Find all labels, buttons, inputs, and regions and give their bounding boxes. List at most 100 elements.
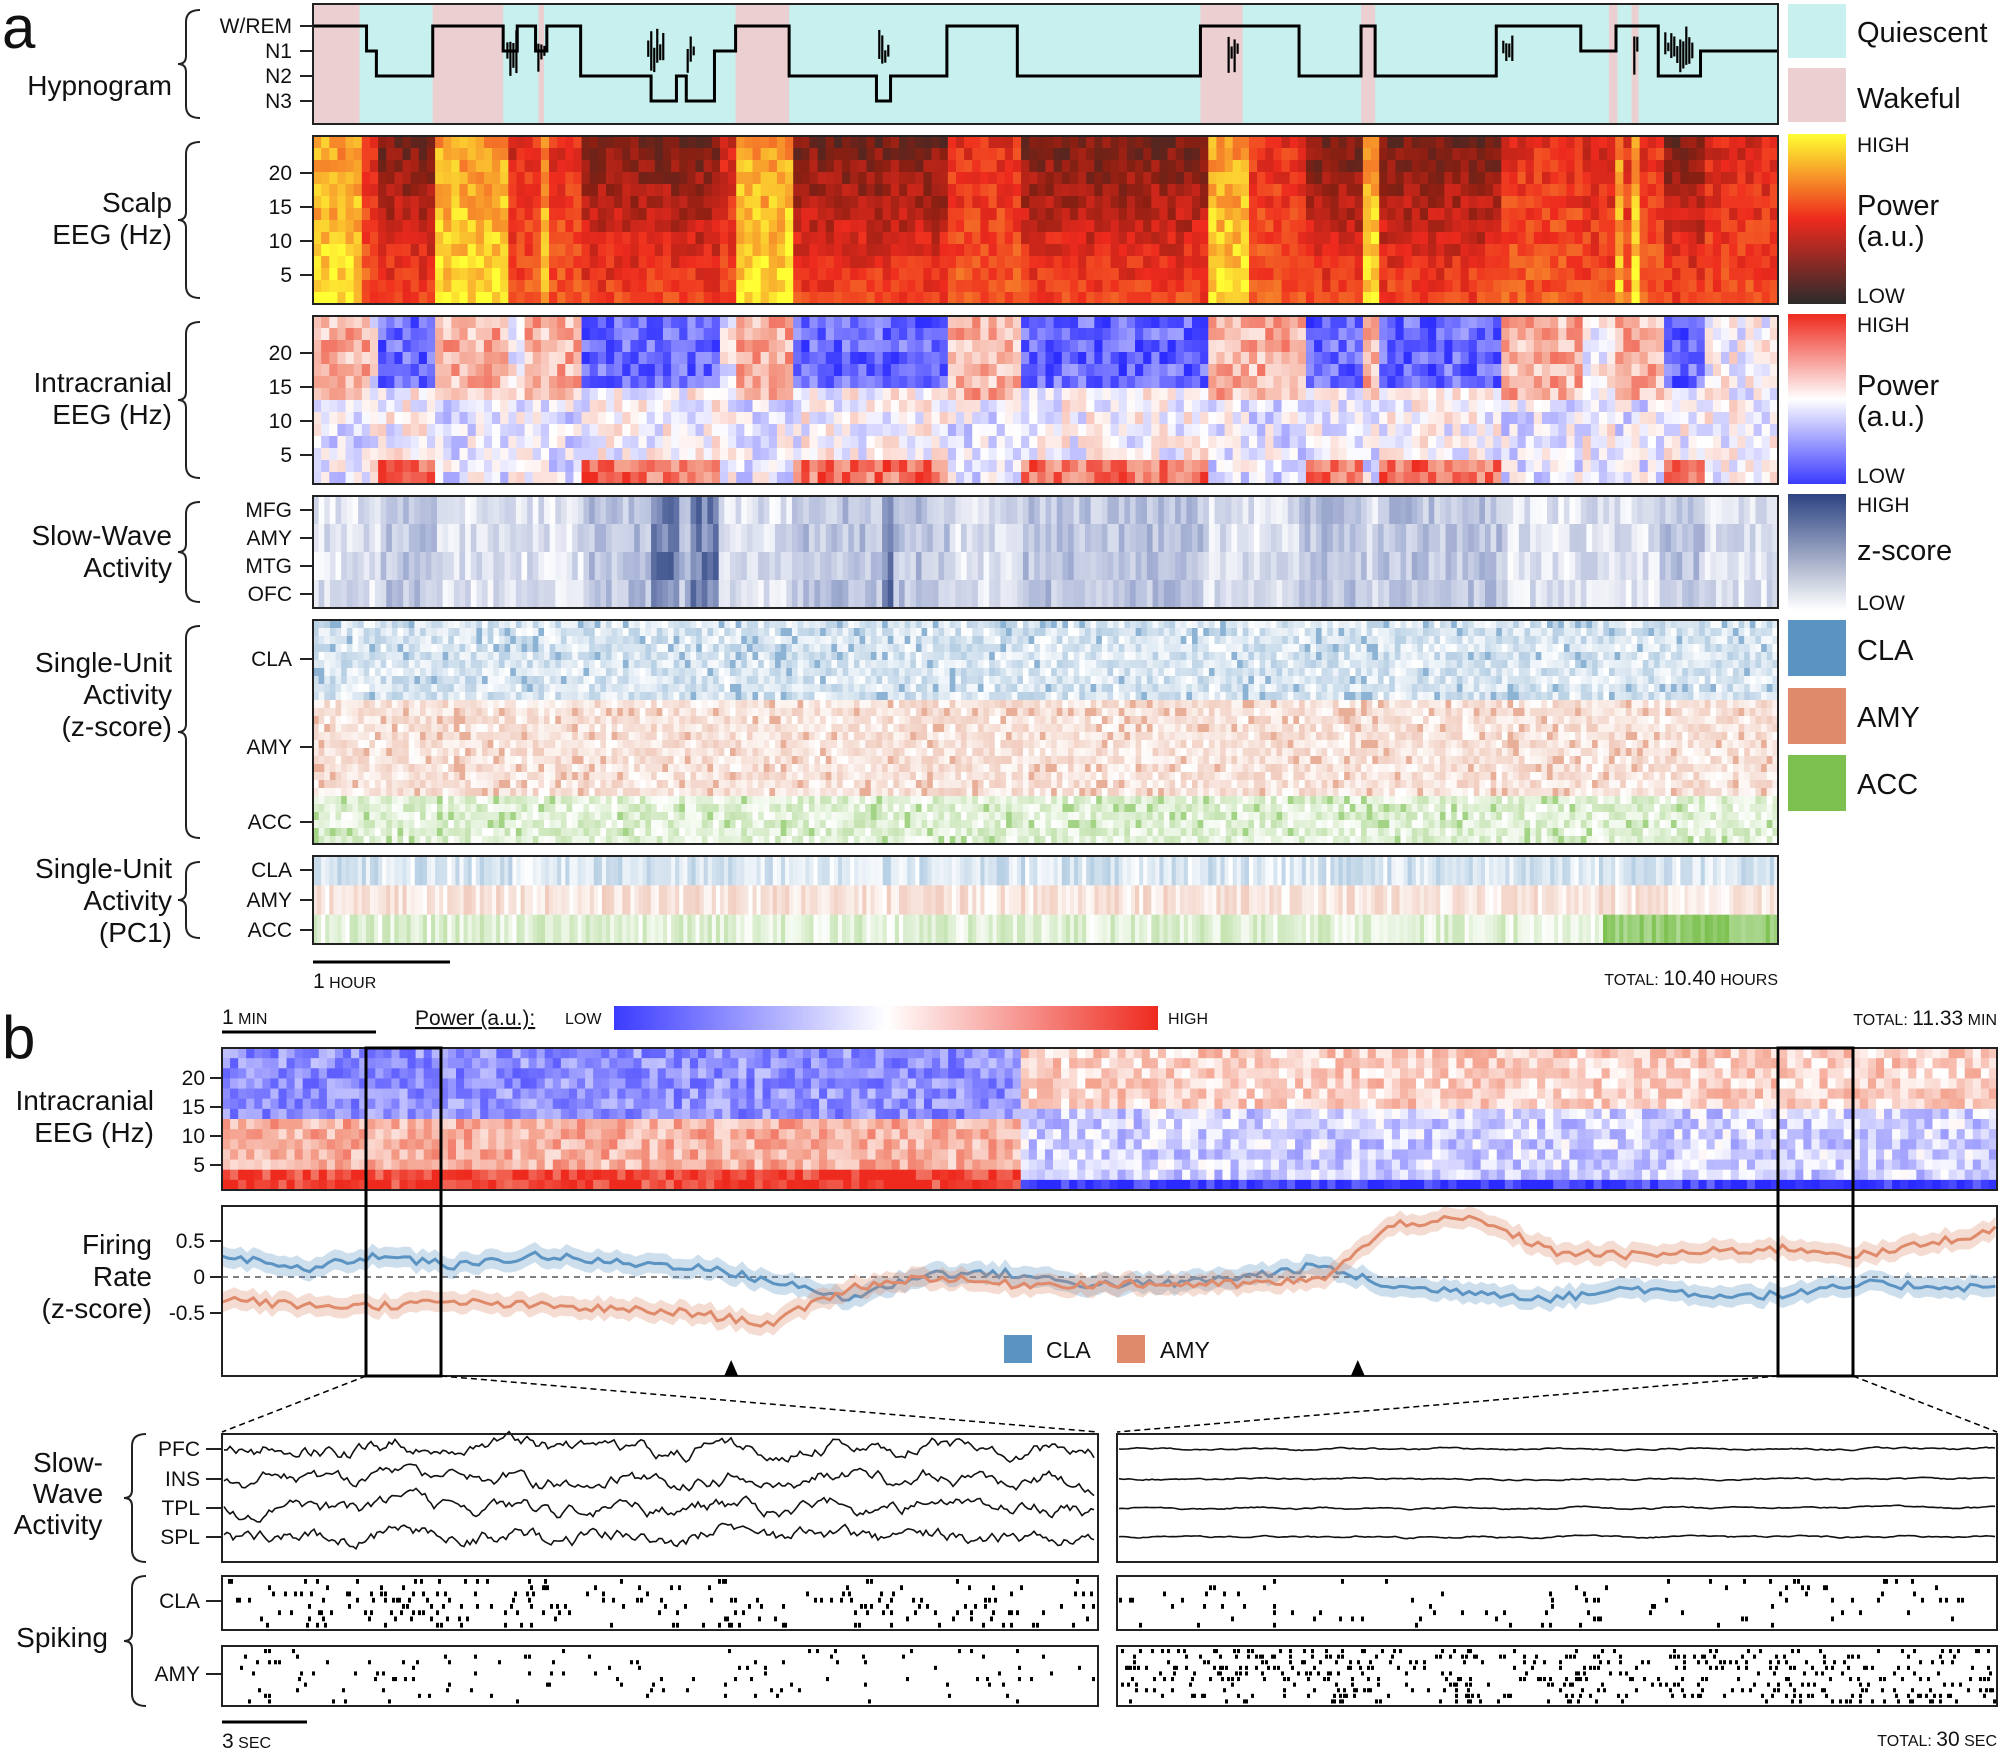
scalp-eeg-cell: [760, 208, 770, 221]
scalp-eeg-cell: [1045, 220, 1055, 233]
intracranial-eeg-cell: [426, 352, 436, 365]
intracranial-eeg-cell: [1053, 424, 1063, 437]
scalp-eeg-cell: [760, 244, 770, 257]
scalp-eeg-cell: [386, 172, 395, 185]
scalp-eeg-cell: [1769, 232, 1779, 245]
scalp-eeg-cell: [1631, 148, 1641, 161]
intracranial-eeg-cell: [825, 448, 835, 461]
scalp-eeg-cell: [1428, 136, 1437, 149]
scalp-eeg-cell: [728, 184, 737, 197]
intracranial-eeg-cell: [410, 472, 420, 485]
scalp-eeg-cell: [915, 160, 925, 173]
scalp-eeg-cell: [500, 232, 509, 245]
scalp-eeg-cell: [540, 256, 550, 269]
scalp-eeg-cell: [1012, 256, 1022, 269]
intracranial-eeg-cell: [1208, 352, 1218, 365]
scalp-eeg-cell: [638, 208, 648, 221]
intracranial-eeg-cell: [1159, 460, 1169, 473]
intracranial-eeg-cell: [907, 340, 916, 353]
intracranial-eeg-cell: [1387, 436, 1397, 449]
scalp-eeg-cell: [1216, 172, 1226, 185]
intracranial-eeg-cell: [1151, 400, 1161, 413]
intracranial-eeg-cell: [1069, 328, 1079, 341]
scalp-eeg-cell: [1379, 280, 1388, 293]
intracranial-eeg-cell: [1338, 352, 1348, 365]
intracranial-eeg-cell: [459, 400, 469, 413]
scalp-eeg-cell: [1379, 208, 1388, 221]
scalp-eeg-cell: [1012, 148, 1022, 161]
scalp-eeg-cell: [353, 160, 363, 173]
scalp-eeg-cell: [1192, 208, 1201, 221]
intracranial-eeg-cell: [426, 340, 436, 353]
scalp-eeg-cell: [1419, 148, 1429, 161]
intracranial-eeg-cell: [679, 472, 688, 485]
scalp-eeg-cell: [1216, 136, 1226, 149]
intracranial-eeg-cell: [825, 472, 835, 485]
scalp-eeg-cell: [565, 220, 575, 233]
scalp-eeg-cell: [1216, 292, 1226, 305]
intracranial-eeg-cell: [1509, 400, 1519, 413]
intracranial-eeg-cell: [1428, 424, 1437, 437]
intracranial-eeg-cell: [394, 388, 404, 401]
intracranial-eeg-cell: [1208, 448, 1218, 461]
scalp-eeg-cell: [1655, 268, 1665, 281]
scalp-eeg-cell: [500, 184, 509, 197]
scalp-eeg-cell: [1444, 232, 1454, 245]
intracranial-eeg-cell: [1436, 448, 1445, 461]
scalp-eeg-cell: [1330, 232, 1340, 245]
scalp-eeg-cell: [955, 232, 965, 245]
scalp-eeg-cell: [874, 244, 884, 257]
intracranial-eeg-cell: [890, 376, 900, 389]
scalp-eeg-cell: [581, 172, 591, 185]
intracranial-eeg-cell: [1012, 448, 1022, 461]
scalp-eeg-cell: [1314, 232, 1323, 245]
intracranial-eeg-cell: [1468, 472, 1478, 485]
intracranial-eeg-cell: [662, 388, 672, 401]
intracranial-eeg-cell: [1192, 400, 1201, 413]
scalp-eeg-cell: [1403, 208, 1413, 221]
intracranial-eeg-cell: [1175, 448, 1185, 461]
scalp-eeg-cell: [1248, 172, 1258, 185]
scalp-eeg-cell: [1411, 268, 1421, 281]
scalp-eeg-cell: [1151, 196, 1161, 209]
scalp-eeg-cell: [972, 160, 981, 173]
scalp-eeg-cell: [719, 136, 729, 149]
intracranial-eeg-cell: [1411, 352, 1421, 365]
intracranial-eeg-cell: [1061, 400, 1071, 413]
intracranial-eeg-cell: [1509, 352, 1519, 365]
intracranial-eeg-cell: [1078, 316, 1087, 329]
scalp-eeg-cell: [1550, 196, 1559, 209]
intracranial-eeg-cell: [1004, 472, 1014, 485]
intracranial-eeg-cell: [1419, 424, 1429, 437]
intracranial-eeg-cell: [500, 376, 509, 389]
scalp-eeg-cell: [402, 148, 412, 161]
scalp-eeg-cell: [679, 196, 688, 209]
intracranial-eeg-cell: [1468, 328, 1478, 341]
scalp-eeg-cell: [776, 244, 786, 257]
scalp-eeg-cell: [654, 184, 664, 197]
intracranial-eeg-cell: [679, 448, 688, 461]
intracranial-eeg-cell: [638, 460, 648, 473]
scalp-eeg-cell: [1574, 160, 1584, 173]
intracranial-eeg-cell: [418, 472, 428, 485]
scalp-eeg-cell: [671, 208, 680, 221]
intracranial-eeg-cell: [1135, 316, 1144, 329]
scalp-eeg-cell: [1232, 220, 1242, 233]
intracranial-eeg-cell: [1541, 400, 1551, 413]
intracranial-eeg-cell: [1403, 460, 1413, 473]
intracranial-eeg-cell: [1607, 424, 1616, 437]
intracranial-eeg-cell: [654, 316, 664, 329]
intracranial-eeg-cell: [1379, 472, 1388, 485]
intracranial-eeg-cell: [1655, 388, 1665, 401]
scalp-eeg-cell: [899, 160, 908, 173]
intracranial-eeg-cell: [1452, 388, 1462, 401]
intracranial-eeg-cell: [899, 376, 908, 389]
intracranial-eeg-cell: [1607, 412, 1616, 425]
intracranial-eeg-cell: [1680, 424, 1690, 437]
intracranial-eeg-cell: [483, 424, 493, 437]
intracranial-eeg-cell: [1281, 412, 1291, 425]
scalp-eeg-cell: [1607, 256, 1616, 269]
intracranial-eeg-cell: [923, 388, 933, 401]
intracranial-eeg-cell: [1362, 316, 1372, 329]
intracranial-eeg-cell: [475, 316, 485, 329]
